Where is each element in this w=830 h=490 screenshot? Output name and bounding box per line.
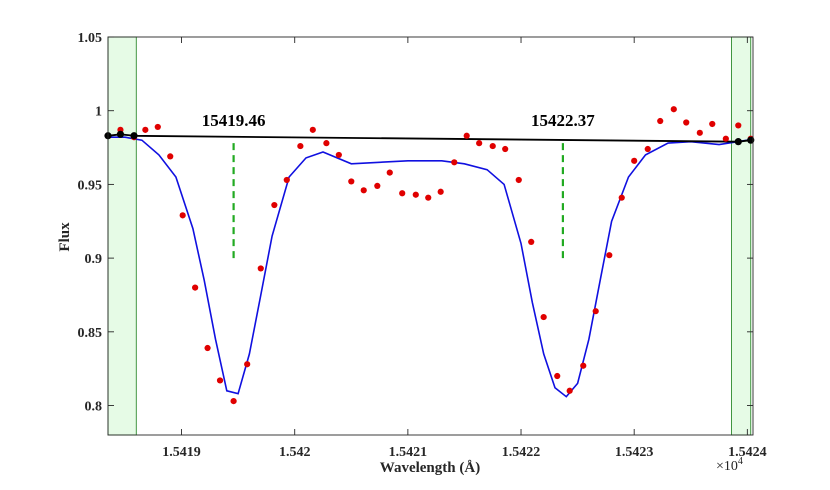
observed-point	[631, 157, 638, 164]
observed-point	[297, 142, 304, 150]
x-axis: 1.5419 1.542 1.5421 1.5422 1.5423 1.5424	[162, 37, 767, 460]
observed-point	[323, 140, 330, 147]
x-tick-label: 1.5422	[502, 445, 541, 460]
observed-point	[204, 344, 211, 352]
observed-point	[244, 361, 251, 368]
continuum-band	[731, 36, 752, 436]
observed-point	[283, 176, 290, 184]
y-tick-label: 0.9	[85, 252, 103, 267]
observed-point	[348, 178, 355, 185]
x-tick-label: 1.542	[279, 445, 311, 460]
data-series	[104, 106, 755, 405]
x-axis-label: Wavelength (Å)	[380, 460, 480, 476]
continuum-bands	[107, 36, 752, 436]
observed-point	[592, 308, 599, 315]
observed-point	[580, 362, 587, 369]
observed-point	[142, 126, 149, 133]
x-axis-exponent: ×104	[716, 456, 743, 474]
observed-point	[657, 117, 664, 125]
observed-point	[709, 120, 716, 128]
observed-point	[271, 201, 278, 209]
observed-point	[335, 151, 342, 159]
observed-point	[722, 135, 729, 142]
observed-point	[476, 140, 483, 147]
y-axis-label: Flux	[57, 222, 73, 252]
observed-point	[360, 187, 367, 194]
continuum-point	[734, 138, 742, 146]
observed-point	[683, 119, 690, 126]
x-exponent-base: ×10	[716, 459, 738, 474]
y-tick-label: 1	[95, 105, 102, 120]
model-line	[108, 136, 754, 398]
x-exponent-power: 4	[738, 456, 743, 467]
observed-point	[154, 123, 161, 131]
observed-point	[399, 190, 406, 197]
x-tick-label: 1.5421	[389, 445, 428, 460]
observed-point	[606, 252, 613, 259]
observed-point	[309, 126, 316, 133]
observed-point	[489, 142, 496, 150]
observed-point	[425, 194, 432, 201]
observed-point	[540, 313, 547, 321]
observed-point	[670, 106, 677, 113]
x-tick-label: 1.5419	[162, 445, 201, 460]
observed-point	[412, 191, 419, 198]
observed-point	[257, 265, 264, 272]
continuum-point	[116, 130, 125, 138]
y-tick-label: 0.8	[85, 400, 103, 415]
line-marker-label: 15419.46	[202, 111, 266, 130]
observed-point	[167, 153, 174, 160]
continuum-band	[107, 36, 137, 436]
observed-point	[515, 176, 522, 184]
x-tick-label: 1.5424	[728, 445, 767, 460]
x-tick-label: 1.5423	[615, 445, 654, 460]
observed-point	[502, 145, 509, 153]
observed-point	[437, 188, 444, 195]
observed-point	[451, 159, 458, 166]
line-markers: 15419.46 15422.37	[202, 111, 595, 259]
observed-point	[554, 372, 561, 380]
observed-point	[374, 182, 381, 189]
observed-point	[179, 212, 186, 219]
continuum-point	[747, 136, 755, 144]
observed-point	[644, 145, 651, 153]
observed-point	[696, 129, 703, 136]
y-axis: 0.8 0.85 0.9 0.95 1 1.05	[78, 31, 753, 415]
continuum-point	[130, 132, 138, 140]
observed-point	[216, 377, 224, 384]
y-tick-label: 0.95	[78, 178, 103, 193]
observed-point	[618, 194, 625, 201]
observed-point	[230, 397, 237, 405]
line-marker-label: 15422.37	[531, 111, 595, 130]
y-tick-label: 1.05	[78, 31, 103, 46]
observed-point	[386, 169, 393, 176]
plot-frame	[107, 36, 754, 436]
observed-point	[463, 132, 470, 139]
observed-point	[735, 122, 742, 129]
continuum-line	[107, 133, 751, 143]
observed-point	[192, 284, 199, 291]
observed-point	[528, 238, 535, 245]
y-tick-label: 0.85	[78, 326, 103, 341]
observed-point	[566, 387, 573, 394]
